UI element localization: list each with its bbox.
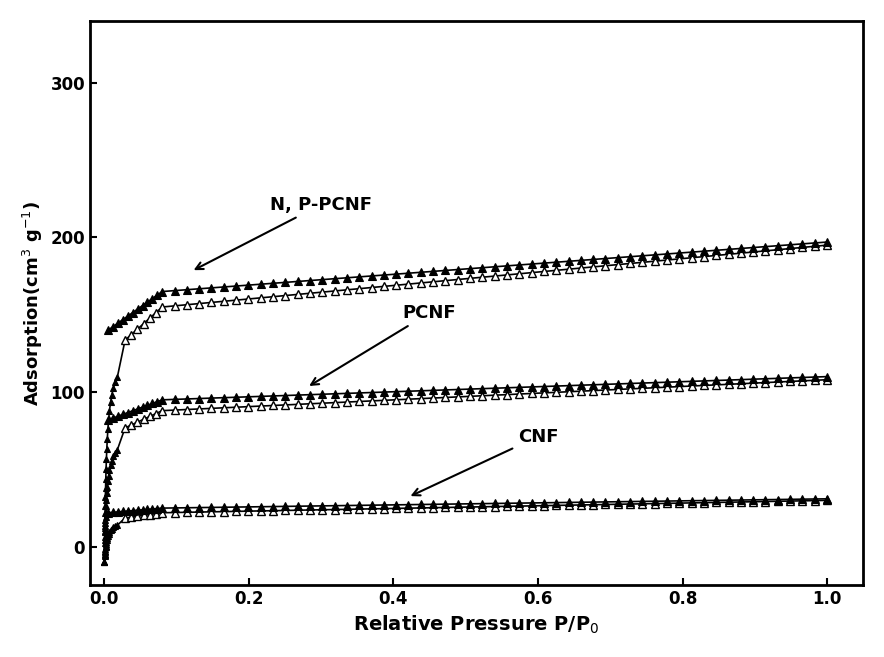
Y-axis label: Adsorption(cm$^3$ g$^{-1}$): Adsorption(cm$^3$ g$^{-1}$) bbox=[21, 200, 45, 405]
X-axis label: Relative Pressure P/P$_0$: Relative Pressure P/P$_0$ bbox=[354, 614, 599, 636]
Text: N, P-PCNF: N, P-PCNF bbox=[195, 196, 372, 269]
Text: CNF: CNF bbox=[413, 428, 558, 495]
Text: PCNF: PCNF bbox=[311, 304, 456, 385]
